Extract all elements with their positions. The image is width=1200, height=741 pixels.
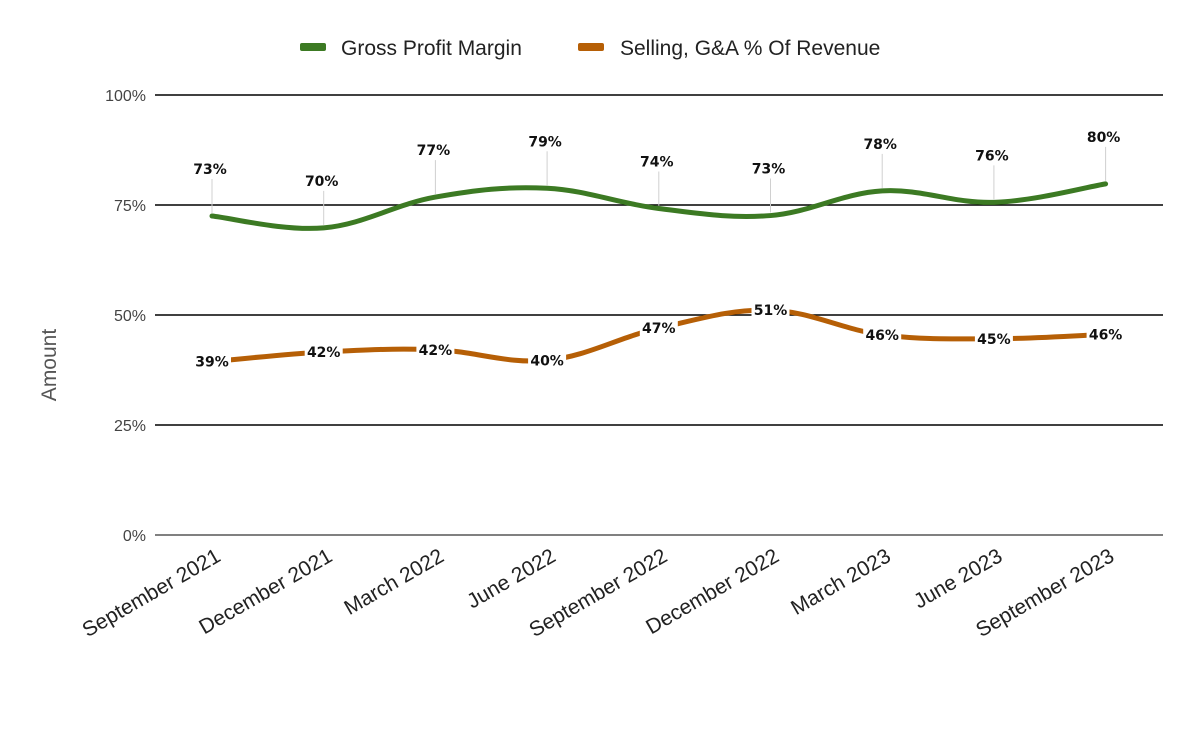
data-label-bg-selling-g-a-of-revenue-6 (863, 324, 902, 344)
data-label-bg-gross-profit-margin-4 (638, 150, 679, 171)
data-label-bg-selling-g-a-of-revenue-0 (193, 351, 231, 371)
data-label-bg-selling-g-a-of-revenue-5 (751, 300, 790, 320)
y-tick-label-100: 100% (105, 88, 146, 105)
data-label-selling-g-a-of-revenue-5: 51% (754, 303, 788, 319)
y-tick-label-25: 25% (114, 418, 146, 435)
data-label-gross-profit-margin-6: 78% (863, 137, 897, 153)
gridlines (155, 94, 1163, 536)
data-point-gross-profit-margin-0 (210, 214, 215, 219)
data-label-gross-profit-margin-5: 73% (752, 162, 786, 178)
legend-label-gross-profit-margin: Gross Profit Margin (341, 37, 522, 60)
data-label-selling-g-a-of-revenue-0: 39% (195, 355, 229, 371)
x-tick-label-march-2022: March 2022 (340, 544, 448, 619)
data-label-selling-g-a-of-revenue-4: 47% (642, 321, 676, 337)
data-label-selling-g-a-of-revenue-8: 46% (1089, 327, 1123, 343)
data-label-bg-gross-profit-margin-0 (192, 158, 232, 178)
x-tick-label-june-2022: June 2022 (463, 544, 559, 613)
y-axis-ticks: 0% 25% 50% 75% 100% (105, 88, 146, 545)
y-tick-label-50: 50% (114, 308, 146, 325)
data-point-gross-profit-margin-3 (545, 186, 550, 191)
data-label-bg-gross-profit-margin-2 (415, 139, 456, 160)
data-point-gross-profit-margin-5 (768, 213, 773, 218)
data-label-bg-gross-profit-margin-5 (750, 157, 791, 178)
x-tick-label-june-2023: June 2023 (910, 544, 1006, 613)
data-label-selling-g-a-of-revenue-7: 45% (977, 332, 1011, 348)
data-label-selling-g-a-of-revenue-3: 40% (530, 353, 564, 369)
data-label-selling-g-a-of-revenue-2: 42% (419, 343, 453, 359)
y-axis-title: Amount (38, 329, 61, 402)
data-label-bg-gross-profit-margin-8 (1085, 125, 1126, 146)
data-label-bg-gross-profit-margin-3 (527, 130, 568, 151)
data-point-gross-profit-margin-2 (433, 195, 438, 200)
data-label-bg-selling-g-a-of-revenue-2 (416, 339, 455, 359)
x-tick-label-march-2023: March 2023 (787, 544, 895, 619)
data-label-gross-profit-margin-7: 76% (975, 148, 1009, 164)
data-point-gross-profit-margin-4 (656, 206, 661, 211)
data-point-gross-profit-margin-6 (880, 188, 885, 193)
data-label-bg-selling-g-a-of-revenue-1 (304, 341, 343, 361)
legend-swatch-selling-ga (578, 43, 604, 51)
legend-label-selling-ga: Selling, G&A % Of Revenue (620, 37, 880, 60)
legend-swatch-gross-profit-margin (300, 43, 326, 51)
data-label-bg-gross-profit-margin-1 (303, 169, 344, 190)
data-labels: 73% 70% 77% 79% 74% 73% 78% 76% 80% 39% 42% 42% 40% 4… (192, 125, 1126, 371)
data-label-bg-selling-g-a-of-revenue-7 (974, 328, 1013, 348)
data-label-bg-gross-profit-margin-7 (973, 144, 1014, 165)
data-label-gross-profit-margin-8: 80% (1087, 130, 1121, 146)
data-label-bg-selling-g-a-of-revenue-4 (639, 318, 678, 338)
data-label-gross-profit-margin-1: 70% (305, 174, 339, 190)
data-point-gross-profit-margin-7 (991, 200, 996, 205)
data-label-bg-selling-g-a-of-revenue-8 (1086, 324, 1125, 344)
legend: Gross Profit Margin Selling, G&A % Of Re… (300, 37, 880, 60)
data-label-bg-gross-profit-margin-6 (862, 132, 903, 153)
data-label-gross-profit-margin-2: 77% (417, 143, 451, 159)
series-line-gross-profit-margin (209, 181, 1109, 231)
data-point-gross-profit-margin-1 (321, 225, 326, 230)
data-label-gross-profit-margin-3: 79% (528, 134, 562, 150)
data-label-selling-g-a-of-revenue-6: 46% (865, 328, 899, 344)
y-tick-label-0: 0% (123, 528, 146, 545)
label-leaders (211, 146, 1107, 225)
y-tick-label-75: 75% (114, 198, 146, 215)
data-label-gross-profit-margin-0: 73% (193, 162, 227, 178)
data-label-selling-g-a-of-revenue-1: 42% (307, 345, 341, 361)
data-point-gross-profit-margin-8 (1103, 181, 1108, 186)
data-label-gross-profit-margin-4: 74% (640, 155, 674, 171)
data-label-bg-selling-g-a-of-revenue-3 (528, 350, 567, 370)
